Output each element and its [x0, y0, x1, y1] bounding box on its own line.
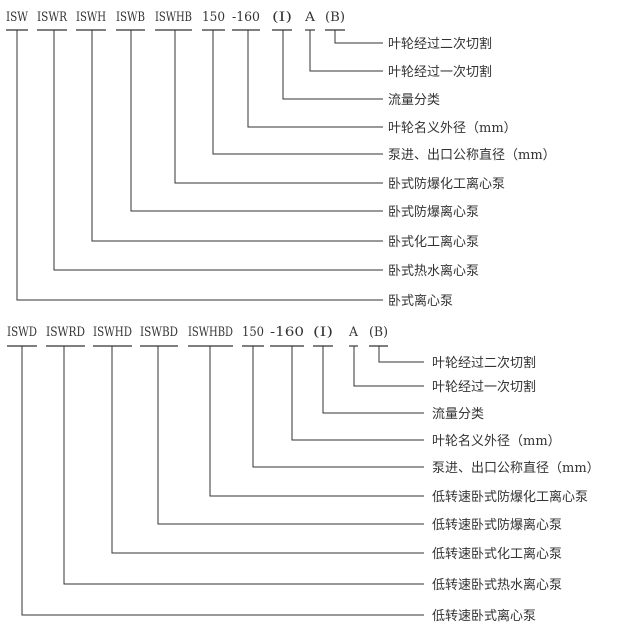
code-description: 泵进、出口公称直径（mm） [388, 148, 556, 163]
code-description: 低转速卧式化工离心泵 [432, 546, 562, 562]
leader-line [247, 30, 383, 128]
model-code: ISW [6, 10, 29, 25]
code-description: 卧式热水离心泵 [388, 263, 479, 279]
model-code: ISWR [37, 10, 68, 25]
leader-line [209, 346, 424, 497]
model-code: A [348, 325, 359, 340]
code-description: 叶轮名义外径（mm） [388, 120, 517, 136]
leader-line [53, 30, 383, 271]
leader-line [252, 346, 424, 468]
code-description: 叶轮经过一次切割 [388, 64, 492, 80]
model-code: (I) [272, 10, 292, 25]
leader-line [309, 30, 383, 72]
leader-line [16, 30, 383, 301]
leader-line [21, 346, 424, 616]
model-code: (B) [325, 10, 345, 25]
model-code: ISWB [116, 10, 145, 25]
model-code: -160 [270, 325, 304, 340]
leader-line [130, 30, 383, 212]
leader-line [212, 30, 383, 155]
leader-line [174, 30, 383, 184]
model-code: ISWD [7, 325, 37, 340]
leader-line [157, 346, 424, 525]
code-description: 泵进、出口公称直径（mm） [432, 461, 600, 476]
model-code: 150 [202, 10, 225, 25]
code-description: 流量分类 [432, 407, 484, 422]
code-description: 流量分类 [388, 93, 440, 108]
leader-line [111, 346, 424, 554]
leader-line [353, 346, 424, 387]
model-code: -160 [232, 10, 260, 25]
leader-line [334, 30, 383, 44]
model-code: (B) [369, 325, 388, 340]
model-code: A [304, 10, 316, 25]
leader-line [378, 346, 424, 363]
model-code: ISWHD [93, 325, 132, 340]
leader-line [322, 346, 424, 414]
code-description: 叶轮经过一次切割 [432, 379, 536, 395]
leader-line [291, 346, 424, 441]
code-description: 低转速卧式防爆离心泵 [432, 517, 562, 533]
code-description: 叶轮名义外径（mm） [432, 433, 561, 449]
code-description: 卧式防爆离心泵 [388, 204, 479, 220]
model-code: 150 [242, 325, 264, 340]
leader-line [63, 346, 424, 585]
model-code: ISWBD [140, 325, 178, 340]
code-description: 低转速卧式热水离心泵 [432, 577, 562, 593]
model-code: ISWHBD [188, 325, 233, 340]
code-description: 卧式化工离心泵 [388, 234, 479, 250]
leader-line [91, 30, 383, 242]
code-description: 低转速卧式离心泵 [432, 608, 536, 624]
code-description: 卧式防爆化工离心泵 [388, 176, 505, 192]
model-code: ISWRD [46, 325, 85, 340]
model-code: ISWH [76, 10, 106, 25]
model-code: ISWHB [155, 10, 192, 25]
model-code: (I) [313, 325, 333, 340]
code-description: 叶轮经过二次切割 [432, 355, 536, 371]
leader-line [282, 30, 383, 100]
code-description: 叶轮经过二次切割 [388, 36, 492, 52]
code-description: 卧式离心泵 [388, 293, 453, 309]
code-description: 低转速卧式防爆化工离心泵 [432, 489, 588, 505]
